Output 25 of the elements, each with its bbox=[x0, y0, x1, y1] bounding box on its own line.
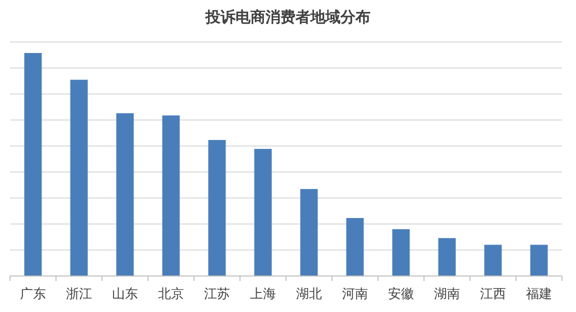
bar bbox=[300, 189, 318, 276]
bar bbox=[484, 244, 502, 276]
bar bbox=[438, 238, 456, 276]
bar bbox=[208, 140, 226, 276]
x-tick-label: 江苏 bbox=[204, 286, 230, 301]
x-tick-label: 江西 bbox=[480, 286, 506, 301]
bar bbox=[24, 53, 42, 276]
x-tick-label: 河南 bbox=[342, 286, 368, 301]
x-tick-label: 浙江 bbox=[66, 286, 92, 301]
chart-title: 投诉电商消费者地域分布 bbox=[204, 8, 370, 26]
x-tick-label: 广东 bbox=[20, 286, 46, 301]
bar bbox=[254, 148, 272, 276]
bar bbox=[116, 113, 134, 276]
bar bbox=[162, 115, 180, 276]
bar bbox=[346, 218, 364, 276]
x-tick-label: 山东 bbox=[112, 286, 138, 301]
x-tick-label: 上海 bbox=[250, 286, 276, 301]
x-tick-label: 福建 bbox=[526, 286, 552, 301]
x-tick-label: 安徽 bbox=[388, 286, 414, 301]
bar bbox=[70, 80, 88, 276]
x-tick-label: 湖南 bbox=[434, 286, 460, 301]
x-tick-label: 北京 bbox=[158, 286, 184, 301]
x-tick-label: 湖北 bbox=[296, 286, 322, 301]
bar bbox=[392, 229, 410, 276]
bar bbox=[530, 244, 548, 276]
